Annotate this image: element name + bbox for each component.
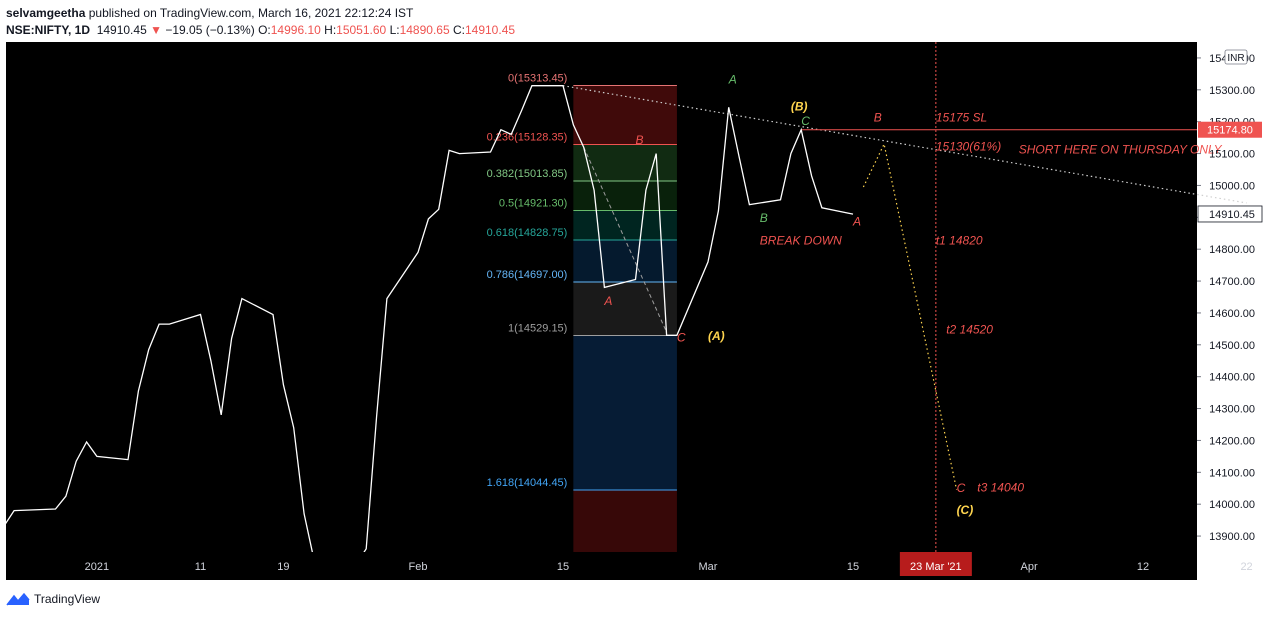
cursor-date-badge (899, 552, 972, 576)
price-tick-label: 14800.00 (1209, 244, 1255, 256)
open-value: 14996.10 (270, 23, 321, 37)
fib-level-label: 0.786(14697.00) (487, 269, 568, 281)
plot-area (6, 42, 1197, 552)
last-price: 14910.45 (96, 23, 147, 37)
fib-level-label: 0(15313.45) (508, 73, 567, 85)
fib-band (573, 240, 677, 283)
price-tick-label: 15100.00 (1209, 149, 1255, 161)
wave-label: 15130(61%) (936, 139, 1001, 153)
time-tick-label: Feb (409, 561, 428, 573)
publish-text: published on TradingView.com, March 16, … (85, 6, 414, 20)
high-label: H: (324, 23, 337, 37)
fib-level-label: 0.382(15013.85) (487, 168, 568, 180)
time-tick-label: 11 (195, 561, 206, 573)
price-tick-label: 13900.00 (1209, 531, 1255, 543)
author-name[interactable]: selvamgeetha (6, 6, 86, 20)
wave-label: C (957, 481, 966, 495)
low-label: L: (389, 23, 400, 37)
open-label: O: (258, 23, 271, 37)
wave-label: B (636, 133, 644, 147)
price-tick-label: 14300.00 (1209, 404, 1255, 416)
currency-badge (1224, 49, 1248, 65)
price-tick-label: 14400.00 (1209, 372, 1255, 384)
wave-label: C (801, 114, 810, 128)
wave-label: t3 14040 (977, 480, 1024, 494)
time-tick-label: 22 (1240, 561, 1252, 573)
wave-label: (A) (708, 329, 725, 343)
tradingview-logo[interactable]: TradingView (6, 589, 100, 609)
trendline (562, 85, 1247, 204)
fib-band (573, 282, 677, 336)
price-chart[interactable]: 0(15313.45) 0.236(15128.35) 0.382(15013.85… (0, 42, 1274, 580)
sl-price-badge (1198, 121, 1262, 138)
wave-label: A (728, 72, 737, 86)
wave-label: t2 14520 (946, 323, 993, 337)
high-value: 15051.60 (336, 23, 387, 37)
price-tick-label: 14500.00 (1209, 340, 1255, 352)
price-tick-label: 14100.00 (1209, 467, 1255, 479)
wave-label: C (677, 331, 686, 345)
wave-guide-line (583, 146, 668, 333)
low-value: 14890.65 (399, 23, 450, 37)
wave-label: BREAK DOWN (760, 233, 842, 247)
price-tick-label: 15300.00 (1209, 85, 1255, 97)
cursor-date-label: 23 Mar '21 (910, 561, 962, 573)
fib-level-label: 1(14529.15) (508, 323, 567, 335)
price-tick-label: 14700.00 (1209, 276, 1255, 288)
time-tick-label: 2021 (85, 561, 109, 573)
fib-band (573, 181, 677, 211)
wave-label: 15175 SL (936, 111, 987, 125)
sl-price-label: 15174.80 (1207, 125, 1253, 137)
close-value: 14910.45 (464, 23, 516, 37)
time-tick-label: 12 (1137, 561, 1149, 573)
fib-band (573, 490, 677, 552)
price-tick-label: 14000.00 (1209, 499, 1255, 511)
price-tick-label: 15000.00 (1209, 180, 1255, 192)
wave-label: t1 14820 (936, 233, 983, 247)
last-price-label: 14910.45 (1209, 209, 1255, 221)
time-tick-label: 19 (277, 561, 289, 573)
wave-label: (B) (791, 100, 808, 114)
wave-label: A (603, 294, 612, 308)
time-tick-label: 15 (557, 561, 569, 573)
wave-label: A (852, 214, 861, 228)
last-price-badge (1197, 205, 1263, 223)
tradingview-brand: TradingView (34, 592, 101, 606)
time-axis (6, 552, 1197, 580)
wave-label: B (874, 111, 882, 125)
price-tick-label: 14200.00 (1209, 435, 1255, 447)
fib-band (573, 335, 677, 491)
publish-info: selvamgeetha published on TradingView.co… (6, 6, 413, 20)
symbol-label[interactable]: NSE:NIFTY, 1D (6, 23, 91, 37)
fib-band (573, 85, 677, 145)
fib-level-label: 1.618(14044.45) (487, 477, 568, 489)
price-tick-label: 14600.00 (1209, 308, 1255, 320)
price-change: −19.05 (−0.13%) (165, 23, 255, 37)
tradingview-icon (6, 592, 30, 606)
price-line (6, 85, 854, 552)
fib-level-label: 0.5(14921.30) (499, 198, 568, 210)
time-tick-label: Apr (1021, 561, 1038, 573)
time-tick-label: 15 (847, 561, 859, 573)
wave-label: B (760, 211, 768, 225)
ohlc-legend: NSE:NIFTY, 1D 14910.45 ▼ −19.05 (−0.13%)… (6, 23, 515, 37)
fib-level-label: 0.618(14828.75) (487, 227, 568, 239)
currency-label: INR (1227, 53, 1244, 64)
close-label: C: (452, 23, 465, 37)
fib-band (573, 144, 677, 182)
time-tick-label: Mar (699, 561, 718, 573)
wave-label: SHORT HERE ON THURSDAY ONLY (1019, 143, 1223, 157)
down-arrow-icon: ▼ (150, 23, 162, 37)
wave-label: (C) (957, 503, 974, 517)
fib-level-label: 0.236(15128.35) (487, 132, 568, 144)
